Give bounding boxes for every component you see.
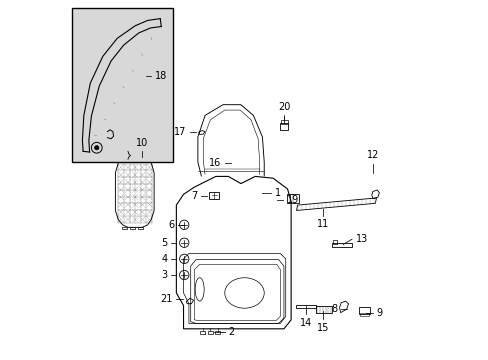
Bar (129, 226, 135, 229)
Text: 7: 7 (191, 191, 198, 201)
Bar (333, 240, 336, 244)
Bar (359, 314, 368, 316)
Text: 15: 15 (316, 323, 328, 333)
Bar (296, 305, 316, 309)
Bar (208, 192, 219, 199)
Text: 3: 3 (161, 270, 167, 280)
Bar (358, 307, 369, 315)
Bar (207, 330, 212, 334)
Bar (332, 243, 351, 247)
Text: 13: 13 (355, 234, 367, 244)
Bar (281, 120, 287, 125)
Bar (316, 306, 332, 313)
Text: 10: 10 (136, 138, 148, 148)
Bar (286, 194, 299, 203)
Text: 20: 20 (277, 102, 289, 112)
Text: 2: 2 (228, 327, 234, 337)
Bar (122, 226, 127, 229)
Text: 11: 11 (317, 220, 329, 229)
Text: 1: 1 (274, 188, 281, 198)
Text: 21: 21 (160, 294, 172, 304)
Text: 9: 9 (376, 309, 382, 318)
Text: 8: 8 (331, 304, 337, 314)
Bar (72, 8, 172, 162)
Bar (214, 330, 219, 334)
Bar (137, 226, 142, 229)
Text: 12: 12 (366, 150, 378, 160)
Bar (200, 330, 205, 334)
Text: 14: 14 (300, 318, 312, 328)
Text: 17: 17 (174, 127, 186, 136)
Text: 4: 4 (161, 254, 167, 264)
Bar (279, 123, 287, 130)
Text: 6: 6 (168, 220, 174, 230)
Text: 5: 5 (161, 238, 167, 248)
Text: 18: 18 (155, 71, 167, 81)
Circle shape (94, 145, 99, 150)
Text: 16: 16 (208, 158, 221, 168)
Text: 19: 19 (286, 195, 299, 205)
